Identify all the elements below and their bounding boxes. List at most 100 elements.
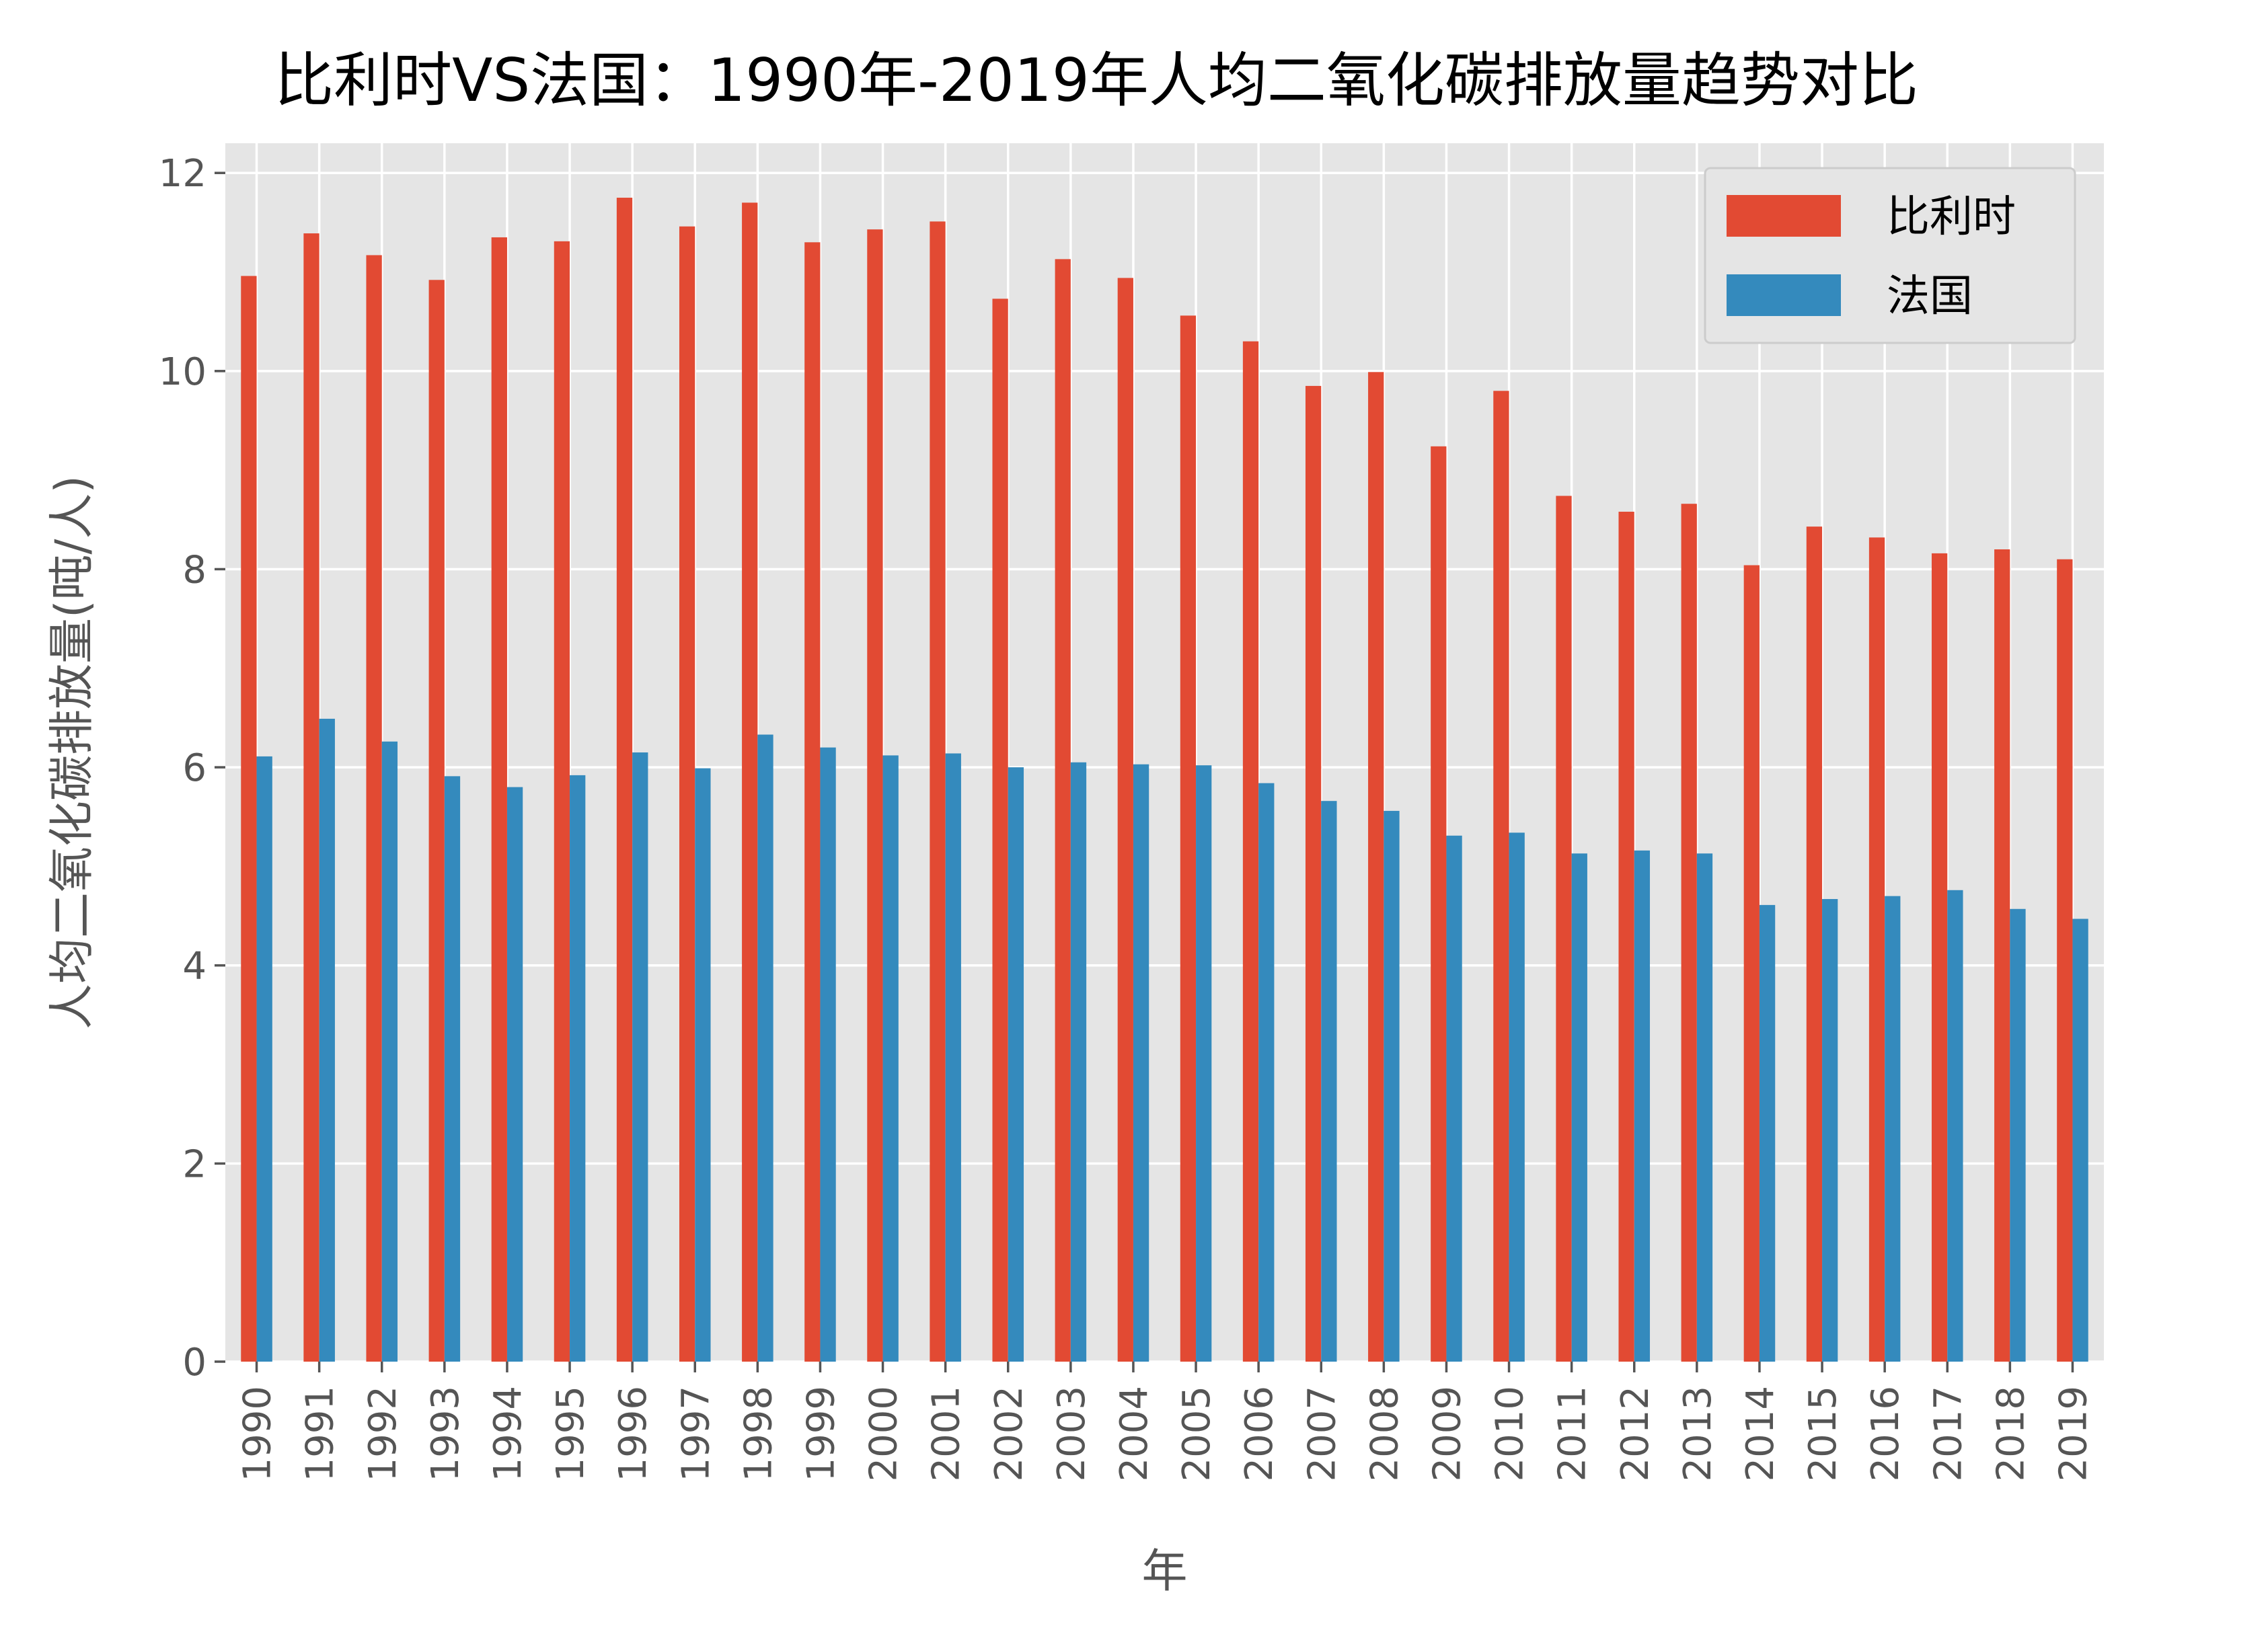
y-tick-label: 2 (182, 1142, 206, 1186)
x-tick-label: 2000 (862, 1386, 906, 1482)
bar-france-2005 (1196, 765, 1212, 1362)
bar-france-1994 (506, 787, 523, 1362)
y-tick-label: 8 (182, 548, 206, 592)
bar-france-2004 (1133, 764, 1149, 1362)
bar-belgium-1992 (366, 255, 382, 1362)
bar-france-2012 (1634, 850, 1651, 1362)
y-tick-label: 10 (159, 350, 206, 394)
bar-france-1993 (444, 776, 461, 1362)
x-tick-label: 2001 (925, 1386, 969, 1482)
bar-belgium-2009 (1431, 446, 1447, 1362)
bar-belgium-2002 (992, 299, 1008, 1362)
x-tick-label: 2009 (1425, 1386, 1469, 1482)
bar-belgium-2001 (930, 221, 946, 1362)
x-tick-label: 2013 (1676, 1386, 1720, 1482)
bar-belgium-2019 (2057, 559, 2073, 1362)
bar-belgium-2006 (1242, 341, 1259, 1362)
bar-france-1997 (695, 768, 711, 1362)
bar-france-2002 (1008, 767, 1024, 1362)
x-tick-label: 1990 (236, 1386, 280, 1482)
legend-label-france: 法国 (1887, 272, 1973, 321)
bar-france-2008 (1384, 810, 1400, 1362)
x-tick-label: 2010 (1488, 1386, 1532, 1482)
chart-title: 比利时VS法国：1990年-2019年人均二氧化碳排放量趋势对比 (274, 46, 1918, 115)
x-tick-label: 1999 (799, 1386, 843, 1482)
bar-france-2015 (1822, 899, 1838, 1362)
bar-france-2007 (1321, 801, 1337, 1362)
bar-belgium-2016 (1868, 537, 1885, 1362)
bar-france-2016 (1885, 896, 1901, 1362)
bar-belgium-1993 (428, 280, 445, 1362)
bar-france-1998 (757, 734, 773, 1362)
bar-belgium-2012 (1618, 512, 1634, 1362)
x-tick-label: 1998 (736, 1386, 780, 1482)
bar-belgium-1996 (616, 198, 633, 1362)
legend-swatch-belgium (1727, 195, 1841, 237)
x-tick-label: 1993 (424, 1386, 467, 1482)
x-tick-label: 2018 (1989, 1386, 2033, 1482)
x-tick-label: 2003 (1050, 1386, 1094, 1482)
bar-belgium-2007 (1305, 385, 1322, 1362)
bar-france-2000 (882, 755, 899, 1362)
x-tick-label: 2016 (1864, 1386, 1907, 1482)
plot-area (225, 143, 2104, 1362)
bar-belgium-2000 (867, 229, 883, 1362)
x-tick-label: 2019 (2051, 1386, 2095, 1482)
bar-belgium-2014 (1743, 565, 1760, 1362)
bar-france-2003 (1070, 762, 1087, 1362)
bar-belgium-1997 (679, 226, 695, 1362)
y-tick-label: 0 (182, 1341, 206, 1384)
x-tick-label: 2004 (1112, 1386, 1156, 1482)
bar-france-2018 (2010, 908, 2026, 1362)
bar-france-2006 (1258, 783, 1275, 1362)
x-tick-label: 2006 (1238, 1386, 1281, 1482)
legend-label-belgium: 比利时 (1887, 192, 2016, 242)
x-axis-label: 年 (1141, 1545, 1187, 1598)
x-tick-label: 1991 (299, 1386, 342, 1482)
bar-belgium-2010 (1493, 391, 1509, 1362)
y-axis: 0 2 4 6 8 10 12 (159, 152, 225, 1384)
bar-france-2013 (1696, 853, 1713, 1362)
bar-belgium-2017 (1931, 553, 1948, 1362)
y-tick-label: 4 (182, 945, 206, 988)
bar-belgium-2004 (1117, 278, 1133, 1362)
x-tick-label: 2011 (1551, 1386, 1595, 1482)
bar-belgium-1994 (491, 237, 507, 1362)
bar-belgium-2015 (1806, 526, 1823, 1362)
bar-france-1999 (820, 747, 836, 1362)
bar-belgium-2018 (1994, 549, 2010, 1362)
bar-france-2014 (1759, 904, 1776, 1362)
y-tick-label: 12 (159, 152, 206, 196)
x-axis: 1990 1991 1992 1993 1994 1995 1996 1997 1998 1999… (236, 1362, 2095, 1482)
x-tick-label: 1992 (361, 1386, 405, 1482)
bar-france-2010 (1509, 832, 1525, 1362)
legend-swatch-france (1727, 274, 1841, 316)
y-tick-label: 6 (182, 746, 206, 790)
bar-belgium-1995 (554, 241, 570, 1362)
bar-belgium-2008 (1368, 372, 1384, 1362)
x-tick-label: 2014 (1739, 1386, 1782, 1482)
x-tick-label: 2008 (1363, 1386, 1406, 1482)
x-tick-label: 1996 (611, 1386, 655, 1482)
bar-belgium-2005 (1180, 315, 1197, 1362)
bar-france-2011 (1571, 853, 1587, 1362)
legend: 比利时 法国 (1704, 167, 2076, 344)
bar-belgium-2013 (1681, 504, 1697, 1362)
bar-belgium-2003 (1055, 259, 1071, 1362)
bar-belgium-1999 (804, 242, 821, 1362)
x-tick-label: 2012 (1614, 1386, 1657, 1482)
bar-france-1990 (256, 756, 272, 1362)
x-tick-label: 1995 (549, 1386, 593, 1482)
bar-france-1996 (632, 752, 648, 1362)
bar-belgium-2011 (1556, 496, 1572, 1362)
bar-france-1991 (319, 718, 335, 1362)
x-tick-label: 1997 (674, 1386, 718, 1482)
bar-france-1992 (381, 741, 398, 1362)
bar-belgium-1990 (241, 276, 257, 1362)
y-axis-label: 人均二氧化碳排放量(吨/人) (46, 475, 99, 1029)
x-tick-label: 2002 (987, 1386, 1031, 1482)
bars (241, 198, 2088, 1362)
x-tick-label: 2005 (1175, 1386, 1219, 1482)
